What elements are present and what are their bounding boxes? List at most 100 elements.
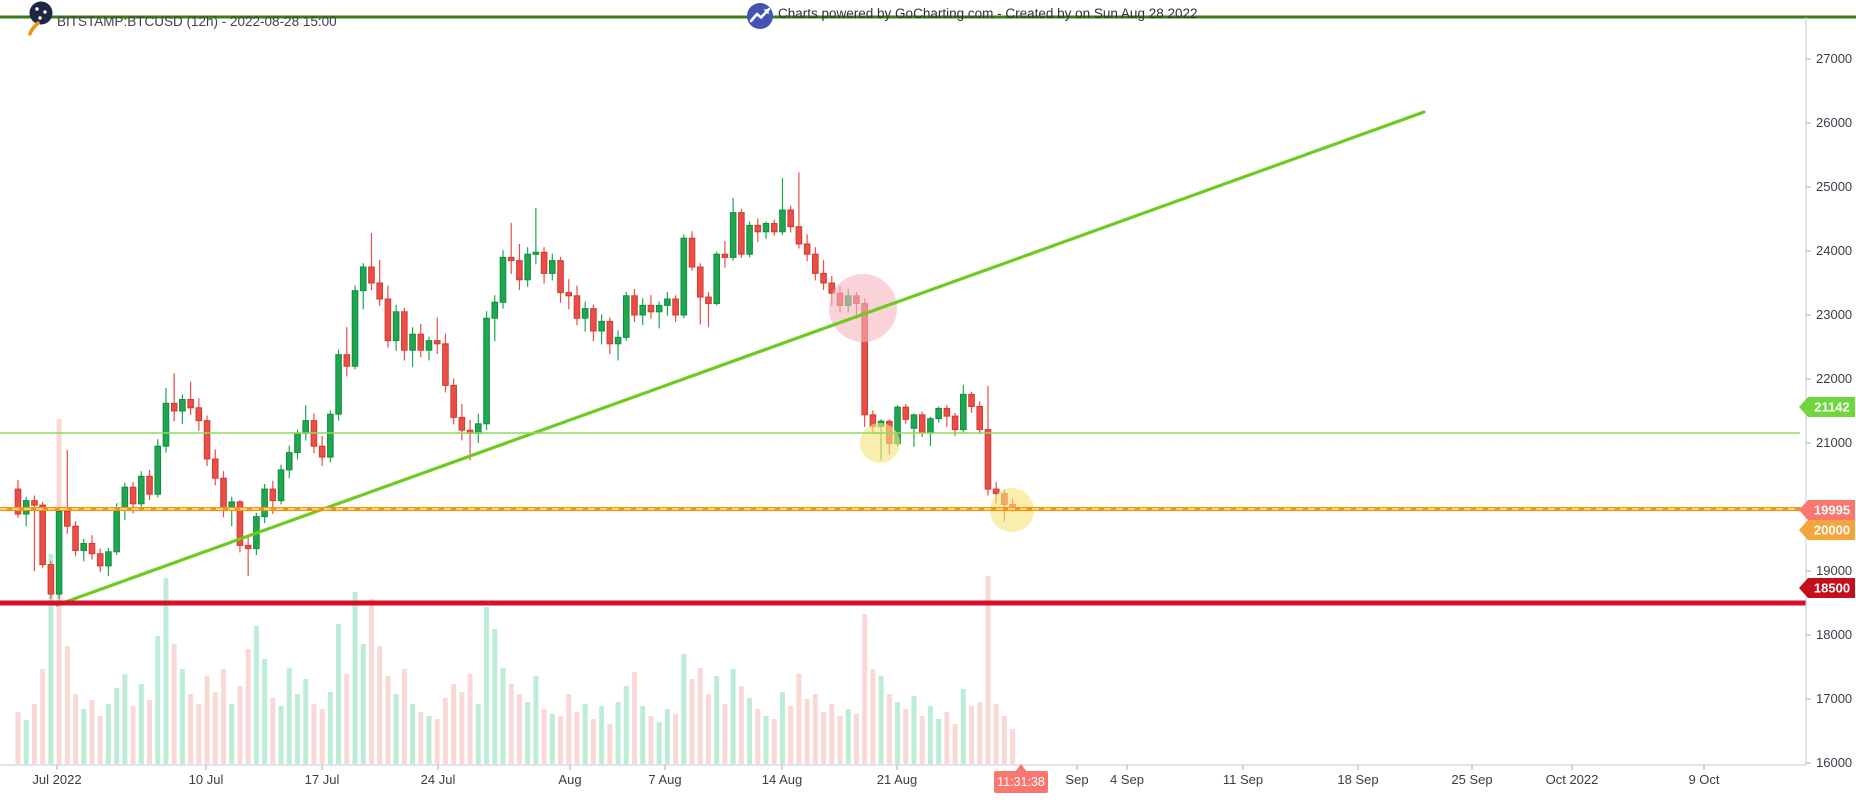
candle-down	[64, 510, 71, 527]
volume-bar	[286, 668, 292, 764]
candle-down	[318, 445, 326, 458]
candle-timer-label: 11:31:38	[997, 775, 1045, 789]
volume-bar	[738, 686, 744, 764]
volume-bar	[508, 684, 514, 764]
candle-down	[803, 243, 811, 255]
candle-up	[302, 420, 309, 434]
candle-up	[729, 212, 737, 258]
volume-bar	[632, 672, 637, 764]
time-tick-label: Aug	[558, 772, 581, 787]
volume-bar	[927, 706, 933, 764]
candle-down	[72, 525, 79, 552]
candle-up	[960, 393, 967, 431]
volume-bar	[311, 704, 317, 764]
volume-bar	[237, 686, 243, 764]
candle-down	[96, 553, 104, 567]
volume-bar	[434, 719, 440, 764]
candle-down	[39, 504, 46, 566]
candle-down	[738, 212, 745, 255]
volume-bar	[426, 716, 432, 764]
logo-star-dot	[43, 10, 47, 14]
candle-down	[170, 402, 178, 412]
candle-up	[639, 304, 647, 316]
chart-symbol-title: BITSTAMP:BTCUSD (12h) - 2022-08-28 15:00	[57, 14, 337, 29]
volume-bar	[377, 646, 383, 764]
volume-bar	[344, 674, 350, 764]
candle-up	[549, 260, 556, 274]
volume-bar	[755, 709, 761, 764]
candle-down	[992, 488, 1000, 495]
volume-bar	[105, 704, 111, 764]
time-tick-label: 21 Aug	[877, 772, 918, 787]
price-badge-label: 21142	[1814, 400, 1849, 415]
time-tick-label: 25 Sep	[1451, 772, 1492, 787]
price-badge-21142	[1799, 397, 1855, 417]
candle-up	[409, 333, 416, 351]
volume-bar	[952, 724, 958, 764]
candle-down	[88, 542, 96, 555]
price-badge-label: 20000	[1814, 523, 1850, 538]
volume-bar	[788, 706, 794, 764]
candle-up	[524, 253, 531, 281]
candle-down	[450, 384, 457, 418]
volume-bar	[1010, 729, 1016, 764]
volume-bar	[500, 668, 506, 764]
candle-down	[401, 311, 408, 351]
volume-bar	[97, 716, 103, 764]
volume-bar	[779, 692, 785, 764]
candle-up	[261, 488, 268, 518]
candle-up	[713, 253, 721, 304]
volume-bar	[812, 694, 818, 764]
volume-bar	[853, 714, 859, 764]
candle-up	[614, 336, 622, 345]
logo-star-dot	[35, 7, 39, 11]
candle-down	[343, 354, 351, 367]
volume-bar	[878, 676, 884, 764]
price-tick-label: 18000	[1816, 627, 1852, 642]
candle-down	[951, 415, 959, 431]
volume-bar	[977, 702, 983, 764]
volume-bar	[574, 712, 580, 764]
volume-bar	[410, 704, 416, 764]
volume-bar	[804, 699, 810, 764]
volume-bar	[771, 719, 777, 764]
volume-bar	[418, 712, 424, 764]
volume-bar	[993, 704, 999, 764]
price-badge-19995	[1799, 500, 1855, 520]
volume-bar	[960, 689, 966, 764]
candle-down	[573, 295, 581, 319]
candle-down	[516, 260, 523, 281]
candle-up	[655, 304, 663, 313]
candle-down	[828, 282, 836, 294]
volume-bar	[385, 676, 391, 764]
volume-bar	[705, 694, 711, 764]
volume-bar	[319, 709, 325, 764]
candle-up	[162, 402, 170, 447]
volume-bar	[327, 692, 333, 764]
volume-bar	[122, 674, 128, 764]
volume-bar	[253, 626, 259, 764]
volume-bar	[155, 636, 161, 764]
price-tick-label: 23000	[1816, 307, 1852, 322]
logo-arrowhead	[763, 9, 769, 15]
volume-bar	[969, 706, 975, 764]
volume-bar	[73, 694, 79, 764]
candle-up	[598, 320, 605, 332]
volume-bar	[607, 724, 613, 764]
candle-up	[475, 423, 482, 434]
candle-down	[565, 292, 573, 297]
candle-down	[672, 298, 679, 316]
time-tick-label: Sep	[1065, 772, 1088, 787]
candle-down	[146, 475, 153, 495]
candle-down	[47, 564, 55, 595]
candle-up	[80, 542, 88, 552]
candle-down	[984, 429, 992, 490]
candle-up	[425, 340, 433, 351]
candle-down	[376, 282, 383, 300]
candle-down	[721, 253, 729, 258]
volume-bar	[245, 649, 251, 764]
candle-timer-badge	[994, 771, 1048, 793]
time-tick-label: 17 Jul	[305, 772, 340, 787]
